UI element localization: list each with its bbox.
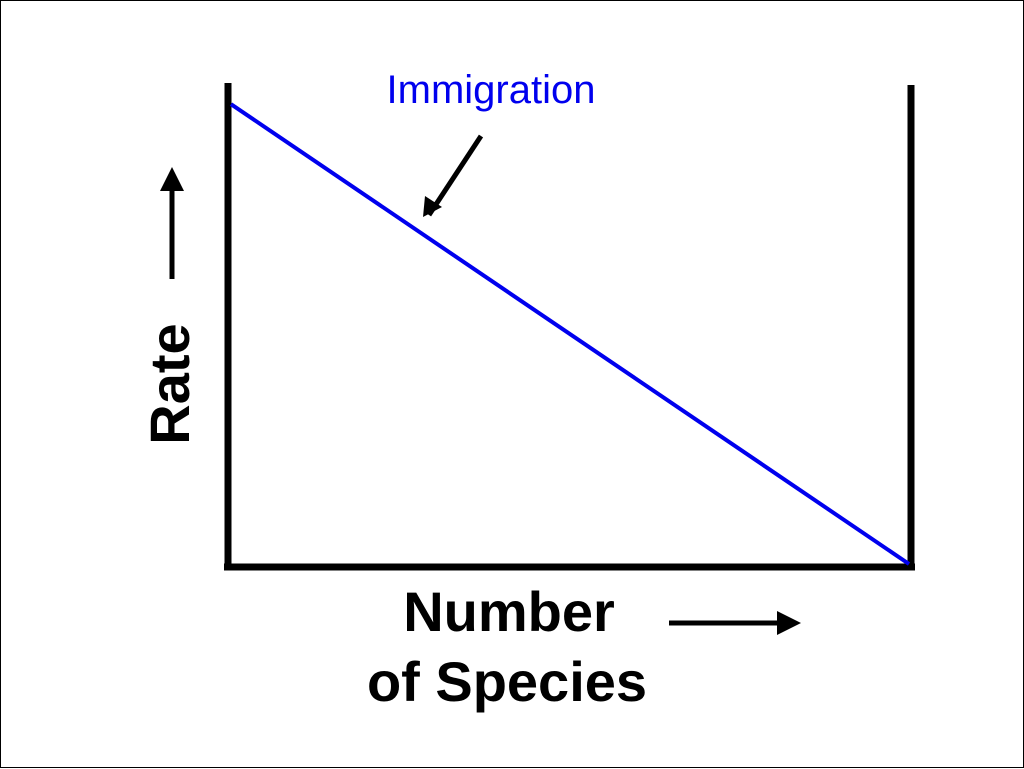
x-axis-label-line2: of Species (367, 650, 647, 713)
x-axis-label-line1: Number (403, 580, 615, 643)
arrow-right-icon (669, 611, 801, 635)
immigration-label: Immigration (387, 68, 596, 112)
y-axis-label: Rate (138, 323, 201, 444)
arrow-down-left-icon (423, 134, 484, 217)
arrow-up-icon (160, 167, 184, 279)
immigration-line (229, 102, 911, 566)
